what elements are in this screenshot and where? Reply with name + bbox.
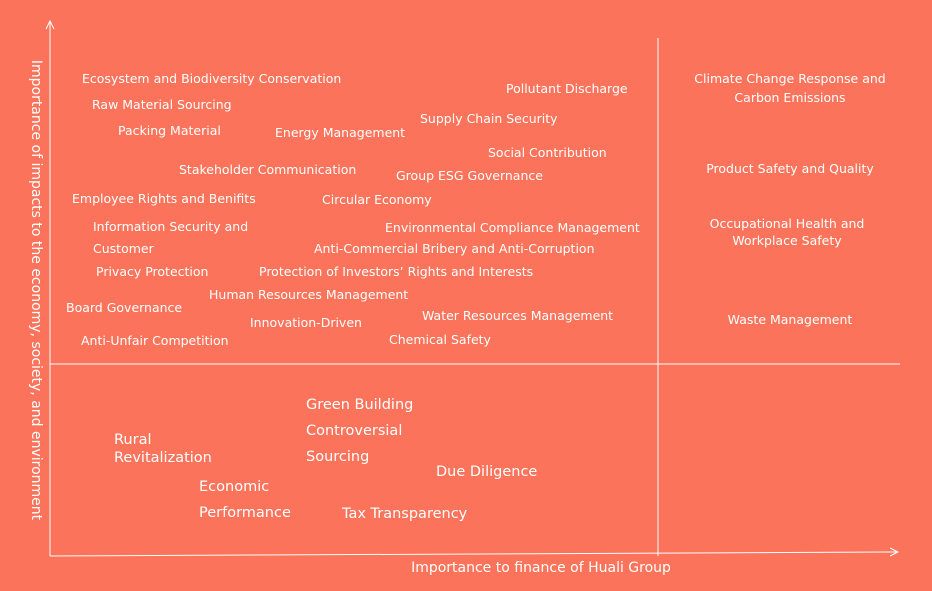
topic-controversial-line2: Sourcing <box>306 449 370 465</box>
topic-raw-material: Raw Material Sourcing <box>92 97 232 112</box>
topic-group-esg-governance: Group ESG Governance <box>396 168 543 183</box>
topic-packing-material: Packing Material <box>118 123 221 138</box>
topic-supply-chain-security: Supply Chain Security <box>420 111 558 126</box>
topic-privacy-protection: Privacy Protection <box>96 264 209 279</box>
topic-climate-change-line2: Carbon Emissions <box>734 90 846 105</box>
topic-social-contribution: Social Contribution <box>488 145 607 160</box>
topic-green-building: Green Building <box>306 397 414 413</box>
topic-information-security-line2: Customer <box>93 241 154 256</box>
topic-pollutant-discharge: Pollutant Discharge <box>506 81 628 96</box>
topic-waste-management: Waste Management <box>727 312 853 327</box>
topic-climate-change-line1: Climate Change Response and <box>694 71 886 86</box>
topic-information-security-line1: Information Security and <box>93 219 249 234</box>
topic-anti-unfair-competition: Anti-Unfair Competition <box>81 333 229 348</box>
topic-ecosystem: Ecosystem and Biodiversity Conservation <box>82 71 342 86</box>
topic-due-diligence: Due Diligence <box>436 464 538 480</box>
topic-board-governance: Board Governance <box>66 300 183 315</box>
topic-chemical-safety: Chemical Safety <box>389 332 491 347</box>
topic-product-safety: Product Safety and Quality <box>706 161 874 176</box>
y-axis-label: Importance of impacts to the economy, so… <box>28 59 44 521</box>
topic-economic-line1: Economic <box>199 479 270 495</box>
topic-rural-line1: Rural <box>114 432 152 448</box>
x-axis <box>49 551 899 557</box>
topic-economic-line2: Performance <box>199 505 291 521</box>
topic-innovation-driven: Innovation-Driven <box>250 315 362 330</box>
topic-rural-line2: Revitalization <box>114 450 212 466</box>
topic-energy-management: Energy Management <box>275 125 406 140</box>
topic-occupational-health-line2: Workplace Safety <box>732 233 842 248</box>
topic-employee-rights: Employee Rights and Benifits <box>72 191 256 206</box>
topic-human-resources: Human Resources Management <box>209 287 409 302</box>
topic-environmental-compliance: Environmental Compliance Management <box>385 220 640 235</box>
topic-water-resources: Water Resources Management <box>422 308 614 323</box>
topic-occupational-health-line1: Occupational Health and <box>709 216 865 231</box>
topic-circular-economy: Circular Economy <box>322 192 432 207</box>
topic-tax-transparency: Tax Transparency <box>342 506 468 522</box>
topic-anti-commercial-bribery: Anti-Commercial Bribery and Anti-Corrupt… <box>314 241 595 256</box>
y-axis-arrowhead <box>45 19 55 30</box>
topic-stakeholder-communication: Stakeholder Communication <box>179 162 357 177</box>
x-axis-arrowhead <box>889 547 900 557</box>
x-axis-label: Importance to finance of Huali Group <box>411 560 671 576</box>
topic-investors-rights: Protection of Investors’ Rights and Inte… <box>259 264 534 279</box>
topic-controversial-line1: Controversial <box>306 423 403 439</box>
